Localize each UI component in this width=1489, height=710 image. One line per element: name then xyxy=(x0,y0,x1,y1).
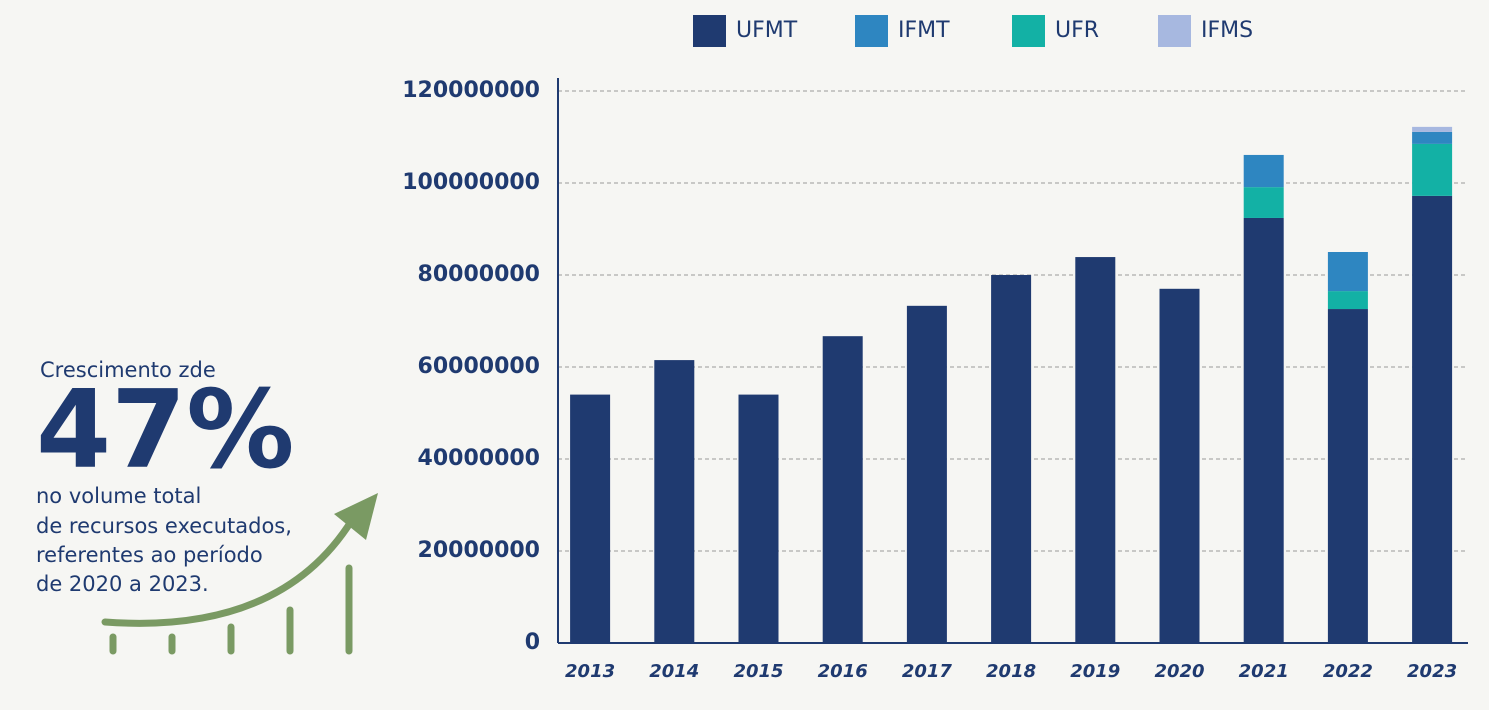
x-tick-label: 2022 xyxy=(1323,661,1373,682)
x-tick-label: 2014 xyxy=(649,661,699,682)
annotation-lead: Crescimento zde xyxy=(40,358,216,382)
legend-swatch xyxy=(855,15,888,47)
x-tick-label: 2021 xyxy=(1239,661,1289,682)
y-tick-label: 20000000 xyxy=(418,538,540,563)
x-tick-label: 2015 xyxy=(733,661,783,682)
x-tick-label: 2018 xyxy=(986,661,1036,682)
bar-segment xyxy=(906,305,947,643)
bar-segment xyxy=(654,360,695,643)
annotation-line: de recursos executados, xyxy=(36,514,292,538)
bar-segment xyxy=(1412,131,1453,144)
y-tick-label: 80000000 xyxy=(418,262,540,287)
legend-swatch xyxy=(1012,15,1045,47)
y-tick-label: 0 xyxy=(525,630,540,655)
legend-label: IFMT xyxy=(898,18,950,43)
bar-segment xyxy=(1243,187,1284,218)
x-tick-label: 2019 xyxy=(1070,661,1120,682)
arrow-head xyxy=(334,493,378,540)
bar-segment xyxy=(1327,291,1368,310)
legend-swatch xyxy=(1158,15,1191,47)
x-tick-label: 2017 xyxy=(902,661,953,682)
bar-segment xyxy=(1412,126,1453,132)
bar-segment xyxy=(822,336,863,643)
legend-label: UFR xyxy=(1055,18,1099,43)
annotation-line: de 2020 a 2023. xyxy=(36,572,209,596)
x-tick-label: 2013 xyxy=(565,661,615,682)
y-tick-label: 60000000 xyxy=(418,354,540,379)
y-tick-label: 120000000 xyxy=(402,78,540,103)
bar-segment xyxy=(1075,257,1116,643)
legend-swatch xyxy=(693,15,726,47)
bar-segment xyxy=(570,394,611,643)
y-tick-label: 100000000 xyxy=(402,170,540,195)
x-tick-label: 2023 xyxy=(1407,661,1457,682)
bar-segment xyxy=(1243,217,1284,643)
growth-icon xyxy=(101,516,356,655)
bar-segment xyxy=(1327,309,1368,643)
x-tick-label: 2016 xyxy=(818,661,868,682)
y-tick-label: 40000000 xyxy=(418,446,540,471)
bar-segment xyxy=(1412,195,1453,643)
bar-segment xyxy=(1243,154,1284,188)
bar-segment xyxy=(1159,288,1200,643)
bar-segment xyxy=(1412,143,1453,196)
annotation-line: no volume total xyxy=(36,484,201,508)
growth-arrow xyxy=(101,516,356,627)
bar-segment xyxy=(738,394,779,643)
legend-label: IFMS xyxy=(1201,18,1253,43)
legend-label: UFMT xyxy=(736,18,798,43)
bar-segment xyxy=(991,275,1032,643)
bar-segment xyxy=(1327,252,1368,292)
x-tick-label: 2020 xyxy=(1154,661,1204,682)
annotation-figure: 47% xyxy=(36,368,295,493)
annotation-line: referentes ao período xyxy=(36,543,263,567)
